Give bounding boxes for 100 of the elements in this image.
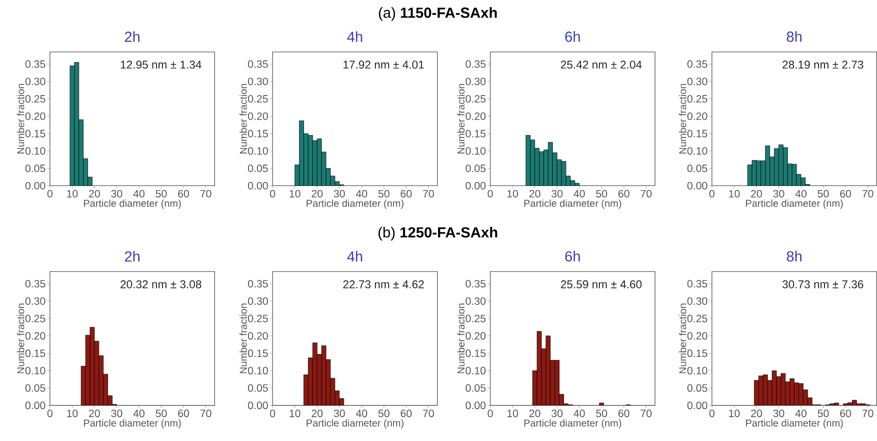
x-tick-label: 40 — [133, 409, 144, 418]
x-tick-label: 10 — [67, 409, 78, 418]
x-tick-label: 20 — [751, 190, 762, 198]
y-axis-title: Number fraction — [240, 303, 247, 374]
y-tick-label: 0.30 — [25, 78, 46, 86]
x-tick-label: 10 — [507, 190, 518, 198]
chart-title: 2h — [124, 250, 140, 262]
x-axis-title: Particle diameter (nm) — [746, 199, 843, 209]
x-tick-label: 50 — [596, 190, 608, 198]
x-tick-label: 40 — [574, 409, 585, 418]
y-tick-label: 0.10 — [687, 366, 708, 374]
y-tick-label: 0.10 — [248, 366, 268, 374]
y-tick-label: 0.25 — [248, 314, 268, 322]
x-tick-label: 70 — [423, 190, 434, 198]
x-tick-label: 50 — [378, 409, 390, 418]
x-tick-label: 0 — [270, 409, 276, 418]
x-tick-label: 30 — [111, 409, 122, 418]
annotation: 22.73 nm ± 4.62 — [343, 280, 424, 288]
y-tick-label: 0.05 — [687, 164, 708, 172]
x-tick-label: 30 — [334, 190, 345, 198]
y-tick-label: 0.25 — [466, 314, 486, 322]
annotation: 12.95 nm ± 1.34 — [120, 60, 202, 68]
x-tick-label: 0 — [488, 409, 493, 418]
y-tick-label: 0.20 — [687, 332, 708, 340]
y-tick-label: 0.35 — [687, 280, 708, 288]
x-tick-label: 70 — [200, 190, 212, 198]
y-tick-label: 0.30 — [248, 297, 268, 305]
x-tick-label: 0 — [488, 190, 493, 198]
x-tick-label: 50 — [378, 190, 390, 198]
y-tick-label: 0.15 — [25, 349, 46, 357]
x-tick-label: 60 — [178, 190, 190, 198]
x-tick-label: 20 — [89, 409, 100, 418]
y-tick-label: 0.35 — [25, 280, 46, 288]
y-tick-label: 0.30 — [466, 78, 486, 86]
x-tick-label: 30 — [111, 190, 122, 198]
y-tick-label: 0.05 — [25, 164, 46, 172]
y-tick-label: 0.30 — [25, 297, 46, 305]
x-tick-label: 60 — [618, 409, 630, 418]
y-tick-label: 0.15 — [248, 130, 268, 138]
y-tick-label: 0.15 — [466, 349, 486, 357]
y-tick-label: 0.25 — [687, 94, 708, 102]
x-tick-label: 20 — [751, 409, 762, 418]
y-axis-title: Number fraction — [16, 303, 24, 374]
annotation: 25.42 nm ± 2.04 — [560, 60, 642, 68]
y-tick-label: 0.10 — [25, 147, 46, 155]
x-tick-label: 70 — [200, 409, 212, 418]
x-tick-label: 0 — [709, 409, 714, 418]
x-axis-title: Particle diameter (nm) — [746, 419, 843, 428]
x-tick-label: 70 — [640, 190, 652, 198]
y-tick-label: 0.30 — [687, 297, 708, 305]
x-axis-title: Particle diameter (nm) — [84, 419, 181, 428]
x-axis-title: Particle diameter (nm) — [306, 199, 404, 209]
x-tick-label: 10 — [729, 190, 740, 198]
y-tick-label: 0.30 — [687, 78, 708, 86]
x-tick-label: 20 — [529, 190, 540, 198]
x-tick-label: 20 — [89, 190, 100, 198]
x-tick-label: 60 — [840, 190, 852, 198]
y-tick-label: 0.15 — [466, 130, 486, 138]
y-tick-label: 0.10 — [466, 366, 486, 374]
y-tick-label: 0.05 — [466, 384, 486, 392]
y-tick-label: 0.20 — [248, 112, 268, 120]
y-tick-label: 0.35 — [687, 60, 708, 68]
chart-subtitle: (a) 1150-FA-SAxh — [378, 7, 497, 21]
chart-title: 4h — [347, 250, 362, 262]
chart-subtitle: (b) 1250-FA-SAxh — [378, 226, 498, 240]
y-axis-title: Number fraction — [678, 303, 686, 374]
annotation: 30.73 nm ± 7.36 — [782, 280, 864, 288]
x-tick-label: 30 — [552, 409, 563, 418]
chart-title: 2h — [124, 31, 140, 42]
x-tick-label: 50 — [818, 190, 829, 198]
y-axis-title: Number fraction — [16, 84, 24, 154]
y-tick-label: 0.25 — [25, 314, 46, 322]
x-tick-label: 20 — [312, 409, 323, 418]
y-tick-label: 0.00 — [466, 182, 486, 190]
x-tick-label: 50 — [156, 409, 167, 418]
y-axis-title: Number fraction — [457, 303, 465, 374]
x-tick-label: 0 — [47, 190, 52, 198]
x-tick-label: 70 — [862, 190, 874, 198]
chart-title: 8h — [786, 30, 802, 42]
y-tick-label: 0.00 — [687, 182, 708, 190]
x-tick-label: 60 — [400, 190, 412, 198]
x-tick-label: 70 — [423, 409, 434, 418]
y-tick-label: 0.35 — [248, 280, 268, 288]
x-axis-title: Particle diameter (nm) — [524, 199, 622, 209]
x-tick-label: 0 — [47, 409, 52, 418]
y-axis-title: Number fraction — [457, 84, 465, 154]
y-tick-label: 0.20 — [687, 112, 708, 120]
y-tick-label: 0.05 — [248, 384, 268, 392]
chart-title: 6h — [565, 30, 580, 42]
annotation: 28.19 nm ± 2.73 — [782, 60, 864, 68]
y-tick-label: 0.35 — [248, 60, 268, 68]
x-tick-label: 0 — [270, 190, 276, 198]
x-tick-label: 10 — [729, 409, 740, 418]
x-tick-label: 60 — [178, 409, 190, 418]
x-tick-label: 10 — [290, 190, 300, 198]
x-tick-label: 40 — [356, 190, 368, 198]
x-tick-label: 60 — [840, 409, 852, 418]
y-axis-title: Number fraction — [678, 84, 686, 154]
x-tick-label: 40 — [795, 409, 806, 418]
y-tick-label: 0.35 — [25, 60, 46, 68]
